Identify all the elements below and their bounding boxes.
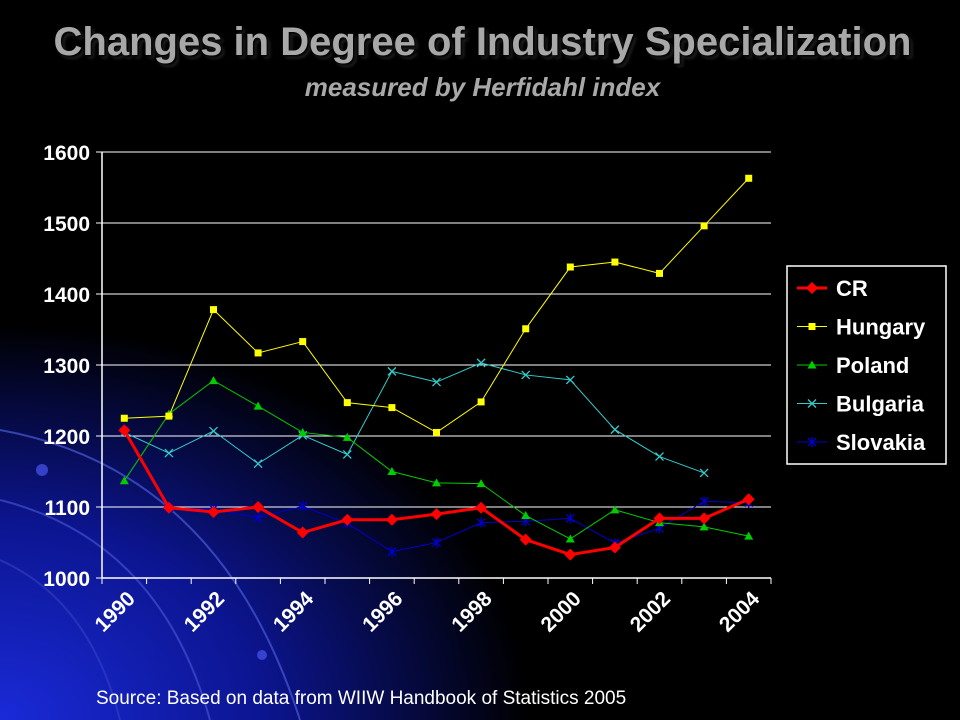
data-point-bulgaria — [342, 450, 352, 459]
data-point-cr — [564, 548, 577, 561]
data-point-poland — [387, 467, 397, 475]
data-point-cr — [162, 501, 175, 514]
data-point-bulgaria — [565, 375, 575, 385]
data-point-poland — [342, 432, 352, 441]
legend-marker-hungary — [808, 323, 816, 330]
data-point-hungary — [566, 263, 574, 271]
data-point-hungary — [299, 338, 307, 346]
legend-label-slovakia: Slovakia — [836, 430, 926, 455]
data-point-cr — [296, 526, 309, 539]
data-point-bulgaria — [209, 426, 218, 436]
legend-marker-bulgaria — [807, 399, 817, 408]
data-point-hungary — [388, 404, 396, 412]
data-point-cr — [252, 501, 265, 513]
data-point-slovakia — [298, 501, 308, 512]
x-tick-label: 1996 — [358, 587, 407, 636]
data-point-cr — [653, 512, 666, 525]
x-tick-label: 1990 — [91, 587, 140, 636]
data-point-hungary — [611, 258, 619, 266]
data-point-slovakia — [387, 546, 397, 557]
x-tick-label: 1998 — [447, 587, 497, 637]
series-line-bulgaria — [124, 362, 705, 474]
data-point-poland — [209, 376, 218, 385]
y-tick-label: 1100 — [44, 497, 90, 520]
data-point-hungary — [433, 428, 440, 436]
data-point-poland — [476, 479, 486, 488]
series-line-slovakia — [123, 430, 749, 553]
x-tick-label: 1992 — [180, 587, 229, 636]
data-point-hungary — [210, 306, 217, 314]
data-point-cr — [341, 513, 354, 526]
data-point-bulgaria — [655, 452, 664, 462]
legend-label-cr: CR — [836, 276, 868, 301]
data-point-poland — [119, 476, 129, 485]
data-point-bulgaria — [432, 377, 441, 387]
data-point-cr — [742, 493, 755, 506]
y-tick-label: 1300 — [43, 355, 90, 378]
data-point-hungary — [165, 412, 173, 420]
data-point-poland — [610, 505, 620, 514]
data-point-cr — [118, 424, 131, 437]
data-point-bulgaria — [253, 459, 263, 469]
legend-marker-cr — [806, 282, 818, 294]
data-point-poland — [432, 478, 441, 487]
data-point-hungary — [343, 399, 351, 407]
chart-subtitle: measured by Herfidahl index — [304, 72, 661, 102]
data-point-bulgaria — [387, 366, 397, 376]
y-tick-label: 1600 — [43, 142, 90, 165]
data-point-poland — [699, 522, 709, 531]
y-tick-label: 1500 — [43, 213, 90, 236]
data-point-slovakia — [253, 512, 263, 523]
data-point-slovakia — [565, 513, 575, 524]
x-tick-label: 2002 — [626, 587, 675, 636]
legend-marker-poland — [807, 360, 817, 369]
data-point-cr — [430, 508, 443, 521]
source-note: Source: Based on data from WIIW Handbook… — [96, 688, 627, 709]
data-point-cr — [608, 541, 621, 554]
data-point-bulgaria — [521, 370, 531, 380]
data-point-slovakia — [476, 517, 486, 528]
data-point-hungary — [745, 174, 753, 182]
data-point-bulgaria — [610, 425, 620, 435]
data-point-hungary — [656, 269, 663, 277]
data-point-poland — [253, 401, 263, 410]
data-point-hungary — [700, 222, 708, 230]
data-point-bulgaria — [164, 448, 174, 458]
x-tick-label: 1994 — [269, 587, 319, 637]
data-point-poland — [521, 511, 531, 520]
data-point-poland — [565, 534, 575, 543]
data-point-cr — [385, 513, 398, 526]
y-tick-label: 1400 — [43, 284, 90, 307]
data-point-poland — [298, 427, 308, 436]
data-point-hungary — [120, 414, 128, 422]
y-tick-label: 1200 — [43, 426, 90, 449]
data-point-hungary — [477, 398, 485, 406]
legend-marker-slovakia — [807, 437, 817, 447]
data-point-cr — [698, 512, 711, 525]
data-point-bulgaria — [476, 358, 486, 368]
legend-label-hungary: Hungary — [836, 315, 926, 340]
data-point-cr — [519, 533, 532, 546]
data-point-slovakia — [432, 537, 441, 548]
data-point-bulgaria — [699, 468, 709, 478]
data-point-poland — [744, 531, 754, 540]
data-point-hungary — [254, 349, 262, 357]
x-tick-label: 2004 — [715, 587, 765, 637]
series-line-hungary — [124, 177, 750, 434]
data-point-hungary — [522, 325, 530, 333]
x-tick-label: 2000 — [537, 587, 586, 636]
y-tick-label: 1000 — [43, 568, 90, 591]
legend-label-bulgaria: Bulgaria — [836, 392, 925, 417]
data-point-cr — [475, 501, 488, 514]
chart-title: Changes in Degree of Industry Specializa… — [53, 20, 912, 64]
series-line-cr — [123, 429, 750, 557]
data-point-slovakia — [699, 496, 709, 507]
legend-label-poland: Poland — [836, 353, 909, 378]
data-point-cr — [207, 505, 220, 518]
